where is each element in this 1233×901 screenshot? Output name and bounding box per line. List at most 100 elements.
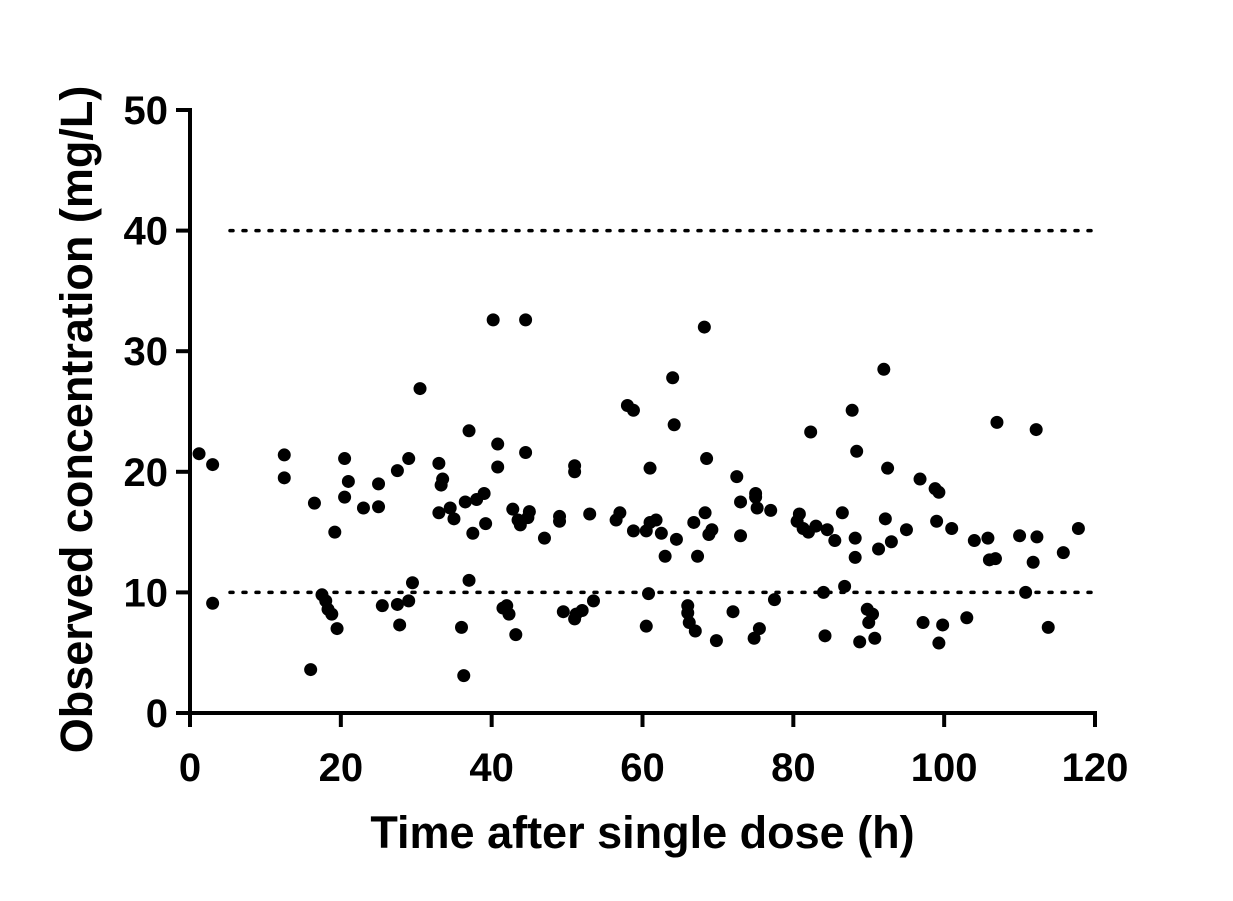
data-point (390, 464, 404, 478)
data-point (1013, 529, 1027, 543)
data-point (884, 535, 898, 549)
y-axis-ticks: 0 10 20 30 40 50 (124, 89, 190, 736)
data-point (936, 618, 950, 632)
data-point (575, 603, 589, 617)
data-point (304, 663, 318, 677)
data-point (643, 461, 657, 475)
data-point (817, 585, 830, 599)
data-point (462, 573, 476, 587)
data-point (705, 523, 719, 537)
data-point (1026, 555, 1040, 569)
data-point (932, 485, 946, 499)
data-point (809, 519, 823, 533)
data-point (405, 576, 419, 590)
data-point (436, 472, 450, 486)
data-point (486, 313, 500, 327)
data-point (700, 452, 714, 466)
data-point (730, 470, 744, 484)
data-point (687, 515, 701, 529)
data-point (960, 611, 974, 625)
data-point (375, 599, 389, 613)
data-point (828, 534, 842, 548)
data-point (752, 622, 766, 636)
data-point (913, 472, 927, 486)
data-point (626, 524, 640, 538)
data-point (868, 631, 882, 645)
data-point (658, 549, 672, 563)
data-point (750, 501, 764, 515)
data-point (1019, 585, 1033, 599)
x-tick-label: 80 (771, 746, 816, 790)
data-point (613, 506, 627, 520)
data-point (916, 616, 930, 630)
data-point (462, 424, 476, 438)
data-point (341, 474, 355, 488)
data-point (681, 606, 695, 620)
data-point (338, 490, 352, 504)
data-point (930, 514, 944, 528)
data-point (372, 477, 386, 491)
data-point (726, 605, 740, 619)
data-point (402, 594, 416, 608)
data-point (872, 542, 886, 556)
data-point (688, 624, 702, 638)
data-point (626, 403, 640, 417)
y-tick-label: 0 (146, 692, 168, 736)
data-point (749, 490, 763, 504)
data-point (1029, 423, 1043, 437)
data-point (502, 607, 516, 621)
data-point (372, 500, 386, 514)
x-tick-label: 120 (1062, 746, 1129, 790)
data-point (850, 444, 864, 458)
data-point (698, 506, 712, 520)
data-point (981, 531, 995, 545)
data-point (307, 496, 321, 510)
data-point (845, 403, 859, 417)
data-point (990, 415, 1004, 429)
data-point (356, 501, 370, 515)
data-point (519, 446, 533, 460)
data-point (522, 505, 536, 519)
data-point (804, 425, 818, 439)
data-point (747, 631, 761, 645)
x-tick-label: 40 (469, 746, 514, 790)
data-point (734, 495, 748, 509)
data-point (945, 521, 959, 535)
data-point (820, 523, 834, 537)
data-point (479, 517, 493, 531)
data-point (393, 618, 407, 632)
data-points (192, 313, 1085, 683)
x-tick-label: 0 (179, 746, 201, 790)
data-point (413, 382, 427, 396)
data-point (432, 506, 446, 520)
data-point (491, 437, 505, 451)
data-point (477, 487, 491, 501)
x-axis-title: Time after single dose (h) (370, 807, 914, 858)
data-point (338, 452, 352, 466)
data-point (1030, 530, 1044, 544)
data-point (432, 456, 446, 470)
data-point (206, 596, 220, 610)
data-point (878, 512, 892, 526)
data-point (899, 523, 913, 537)
data-point (277, 448, 291, 462)
data-point (443, 501, 457, 515)
data-point (556, 605, 570, 619)
data-point (325, 607, 339, 621)
data-point (666, 371, 680, 385)
y-tick-label: 20 (124, 451, 169, 495)
y-tick-label: 10 (124, 571, 169, 615)
data-point (764, 503, 778, 517)
x-tick-label: 60 (620, 746, 665, 790)
data-point (967, 534, 981, 548)
data-point (881, 461, 895, 475)
data-point (767, 593, 781, 607)
data-point (642, 587, 656, 601)
data-point (818, 629, 832, 643)
data-point (691, 549, 705, 563)
data-point (390, 597, 404, 611)
data-point (709, 634, 723, 648)
data-point (277, 471, 291, 485)
